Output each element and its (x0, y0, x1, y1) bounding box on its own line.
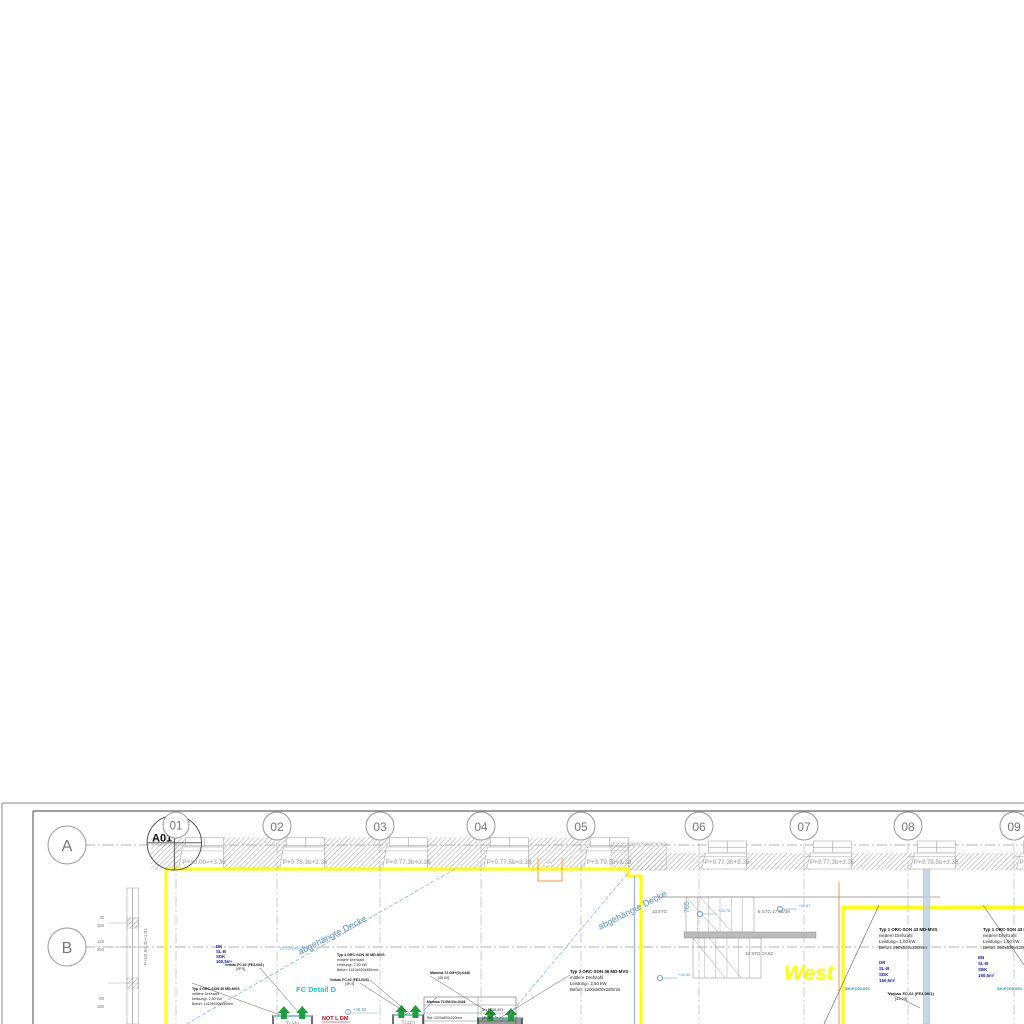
svg-text:P+0.78,5b+3.27: P+0.78,5b+3.27 (1020, 859, 1024, 866)
svg-text:niedere Drehzahl: niedere Drehzahl (983, 933, 1016, 938)
svg-text:150,5m³: 150,5m³ (879, 978, 896, 983)
svg-text:Leistung= 2,50 kW: Leistung= 2,50 kW (570, 981, 607, 986)
svg-text:Befort: 1200x800x220mm: Befort: 1200x800x220mm (570, 987, 621, 992)
svg-text:04: 04 (474, 820, 488, 834)
svg-text:mittlere Drehzahl: mittlere Drehzahl (570, 975, 603, 980)
svg-text:110: 110 (97, 939, 104, 944)
svg-text:P+0.77,3b+3.36: P+0.77,3b+3.36 (386, 859, 431, 866)
svg-text:180: 180 (97, 1004, 105, 1009)
svg-text:Typ 3 ORC-SON 36 MD-MVS: Typ 3 ORC-SON 36 MD-MVS (570, 969, 628, 974)
svg-text:DI-HYDR-SPIE: DI-HYDR-SPIE (280, 946, 309, 951)
svg-text:Leistung= 1,00 kW: Leistung= 1,00 kW (983, 939, 1020, 944)
svg-text:B: B (62, 940, 73, 957)
svg-text:02: 02 (270, 820, 284, 834)
svg-text:Leistung= 2,50 kW: Leistung= 2,50 kW (337, 963, 367, 967)
svg-text:P+0.77,3b+3.36: P+0.77,3b+3.36 (810, 859, 855, 866)
svg-text:03: 03 (373, 820, 387, 834)
svg-text:07: 07 (797, 820, 811, 834)
svg-text:Mamma 72.0M+(0)-0446: Mamma 72.0M+(0)-0446 (430, 971, 470, 975)
svg-text:+28,87: +28,87 (798, 903, 811, 908)
svg-text:05: 05 (574, 820, 588, 834)
svg-text:NOT L DM: NOT L DM (322, 1016, 349, 1022)
svg-text:13.5TG: 13.5TG (652, 909, 668, 914)
svg-text:Ref: 1200x800x220mm: Ref: 1200x800x220mm (427, 1016, 462, 1020)
svg-text:+26,78: +26,78 (718, 908, 731, 913)
svg-text:West: West (784, 962, 835, 985)
svg-text:Befort: 990x530x220mm: Befort: 990x530x220mm (879, 945, 927, 950)
svg-text:01: 01 (170, 821, 183, 833)
svg-text:765: 765 (684, 901, 691, 913)
svg-text:Mamma 72.0M-03x-0446: Mamma 72.0M-03x-0446 (427, 1000, 466, 1004)
svg-text:Befort: 990x530x220mm: Befort: 990x530x220mm (983, 945, 1024, 950)
svg-text:150,5m³: 150,5m³ (978, 973, 995, 978)
svg-text:SL-B: SL-B (879, 966, 889, 971)
svg-text:Befort: 1410x920x550mm: Befort: 1410x920x550mm (192, 1002, 233, 1006)
svg-text:+28,42: +28,42 (678, 972, 691, 977)
svg-text:SL-B: SL-B (978, 961, 988, 966)
svg-text:FC Detail D: FC Detail D (296, 985, 337, 994)
svg-text:P+80,00=+3.36: P+80,00=+3.36 (182, 859, 226, 866)
svg-text:08: 08 (901, 820, 915, 834)
svg-text:SH-FC05-003: SH-FC05-003 (997, 986, 1022, 991)
svg-text:09: 09 (1007, 820, 1021, 834)
svg-text:mittlere Drehzahl: mittlere Drehzahl (192, 992, 219, 996)
svg-text:P+0.77,3b+3.36: P+0.77,3b+3.36 (705, 859, 750, 866)
svg-text:P+60,80,3b+4,84: P+60,80,3b+4,84 (143, 928, 149, 965)
svg-text:Typ 1 ORC-SON 43 MD-MVS: Typ 1 ORC-SON 43 MD-MVS (983, 927, 1024, 932)
svg-text:[45,00]: [45,00] (482, 1016, 492, 1020)
svg-text:150: 150 (97, 947, 105, 952)
svg-text:[4P-9]: [4P-9] (345, 982, 354, 986)
svg-text:SDK: SDK (978, 967, 988, 972)
svg-text:[45,00]: [45,00] (895, 996, 907, 1001)
svg-text:mittlere Drehzahl: mittlere Drehzahl (337, 958, 364, 962)
svg-text:SDK: SDK (879, 972, 889, 977)
svg-text:Befort: 1410x920x550mm: Befort: 1410x920x550mm (337, 968, 378, 972)
svg-text:8 STG 17,62/29: 8 STG 17,62/29 (758, 909, 790, 914)
svg-text:A: A (62, 838, 73, 855)
svg-text:DN: DN (879, 960, 885, 965)
svg-text:[45.00]: [45.00] (438, 976, 449, 980)
svg-text:60: 60 (99, 996, 104, 1001)
svg-text:+28,80: +28,80 (353, 1007, 367, 1012)
svg-text:niedere Drehzahl: niedere Drehzahl (879, 933, 912, 938)
svg-text:P+0.77,5b=3.33: P+0.77,5b=3.33 (487, 859, 532, 866)
svg-text:06: 06 (692, 820, 706, 834)
svg-text:DN: DN (978, 955, 984, 960)
svg-text:Typ 4 ORC-SON 36 MD-MVS: Typ 4 ORC-SON 36 MD-MVS (337, 953, 385, 957)
svg-text:P+0.78,5b+3.36: P+0.78,5b+3.36 (914, 859, 959, 866)
svg-text:Leistung= 2,50 kW: Leistung= 2,50 kW (192, 997, 222, 1001)
svg-text:Typ 4 ORC-SON 36 MD-MVS: Typ 4 ORC-SON 36 MD-MVS (192, 987, 240, 991)
svg-text:150: 150 (97, 923, 105, 928)
svg-text:P+3.79,5b+3.32: P+3.79,5b+3.32 (587, 859, 632, 866)
svg-text:[4P-9]: [4P-9] (236, 967, 245, 971)
svg-text:P+0.78,3b+3.36: P+0.78,3b+3.36 (283, 859, 328, 866)
svg-text:30: 30 (99, 915, 104, 920)
svg-text:13 STG 17,62: 13 STG 17,62 (745, 951, 774, 956)
svg-text:Leistung= 1,00 kW: Leistung= 1,00 kW (879, 939, 916, 944)
svg-text:SH-FC05-003: SH-FC05-003 (845, 986, 870, 991)
